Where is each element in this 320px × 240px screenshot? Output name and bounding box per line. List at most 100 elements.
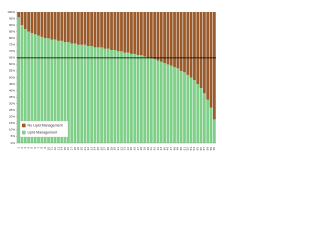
bar-segment bbox=[113, 12, 117, 50]
bar-segment bbox=[60, 40, 64, 143]
bar-segment bbox=[120, 12, 123, 52]
x-tick-label: 21 bbox=[83, 147, 87, 151]
bar-segment bbox=[130, 53, 133, 143]
y-tick-label: 50% bbox=[9, 75, 15, 79]
y-tick-label: 35% bbox=[9, 95, 15, 99]
x-tick-label: 29 bbox=[109, 147, 113, 151]
bar-segment bbox=[76, 12, 80, 45]
x-tick-label: 52 bbox=[186, 147, 190, 151]
y-tick-label: 85% bbox=[9, 29, 15, 33]
bar-segment bbox=[156, 12, 160, 61]
x-tick-label: 58 bbox=[206, 147, 210, 151]
bar-segment bbox=[163, 12, 166, 64]
bar-segment bbox=[43, 38, 47, 144]
bar-segment bbox=[186, 12, 190, 75]
bar-segment bbox=[199, 87, 203, 143]
bar-segment bbox=[93, 12, 97, 48]
x-tick-label: 26 bbox=[99, 147, 103, 151]
bar-segment bbox=[70, 12, 74, 44]
x-tick-label: 43 bbox=[156, 147, 160, 151]
bar-segment bbox=[179, 70, 183, 143]
x-tick-label: 10 bbox=[46, 147, 50, 151]
y-tick-label: 65% bbox=[9, 56, 15, 60]
bar-segment bbox=[53, 12, 57, 40]
bar-segment bbox=[33, 12, 37, 35]
bar-segment bbox=[189, 77, 193, 143]
y-tick-label: 40% bbox=[9, 88, 15, 92]
legend-label: No Lipid Management bbox=[28, 123, 63, 127]
bar-segment bbox=[196, 84, 200, 143]
bar-segment bbox=[50, 39, 54, 144]
x-tick-label: 14 bbox=[60, 147, 64, 151]
x-tick-label: 23 bbox=[89, 147, 93, 151]
bar-segment bbox=[33, 34, 37, 143]
x-tick-label: 13 bbox=[56, 147, 60, 151]
bar-segment bbox=[212, 119, 216, 143]
bar-segment bbox=[70, 43, 74, 143]
bar-segment bbox=[163, 63, 166, 144]
x-tick-label: 1 bbox=[16, 147, 20, 149]
bar-segment bbox=[193, 80, 196, 143]
x-tick-label: 55 bbox=[196, 147, 200, 151]
bar-segment bbox=[120, 51, 123, 143]
x-tick-label: 4 bbox=[26, 147, 30, 149]
y-tick-label: 75% bbox=[9, 43, 15, 47]
bar-segment bbox=[23, 12, 27, 30]
y-tick-label: 45% bbox=[9, 82, 15, 86]
bar-segment bbox=[106, 12, 110, 49]
x-tick-label: 27 bbox=[103, 147, 107, 151]
bar-segment bbox=[206, 12, 210, 100]
bar-segment bbox=[80, 12, 84, 45]
bar-segment bbox=[110, 49, 113, 143]
x-tick-label: 30 bbox=[113, 147, 117, 151]
bar-segment bbox=[40, 36, 44, 143]
bar-segment bbox=[196, 12, 200, 85]
x-tick-label: 37 bbox=[136, 147, 140, 151]
bar-segment bbox=[63, 12, 67, 43]
bar-segment bbox=[47, 12, 50, 39]
bar-segment bbox=[159, 61, 163, 143]
x-tick-label: 41 bbox=[149, 147, 153, 151]
y-tick-label: 95% bbox=[9, 16, 15, 20]
x-tick-label: 50 bbox=[179, 147, 183, 151]
bar-segment bbox=[212, 12, 216, 120]
x-tick-label: 5 bbox=[30, 147, 34, 149]
bar-segment bbox=[106, 48, 110, 143]
x-tick-label: 38 bbox=[139, 147, 143, 151]
bar-segment bbox=[57, 12, 60, 41]
bar-segment bbox=[63, 42, 67, 143]
bar-segment bbox=[43, 12, 47, 39]
bar-segment bbox=[116, 12, 120, 52]
bar-segment bbox=[183, 72, 186, 143]
bar-segment bbox=[103, 48, 107, 143]
bar-segment bbox=[103, 12, 107, 49]
x-tick-label: 56 bbox=[199, 147, 203, 151]
bar-segment bbox=[202, 93, 206, 143]
bar-segment bbox=[60, 12, 64, 41]
bar-segment bbox=[199, 12, 203, 88]
bar-segment bbox=[136, 55, 140, 144]
bar-segment bbox=[133, 12, 137, 54]
bar-segment bbox=[17, 17, 21, 144]
x-tick-label: 48 bbox=[172, 147, 176, 151]
bar-segment bbox=[136, 12, 140, 56]
x-tick-label: 49 bbox=[176, 147, 180, 151]
bar-segment bbox=[126, 52, 130, 143]
bar-segment bbox=[133, 53, 137, 143]
legend-label: Lipid Management bbox=[28, 130, 58, 134]
bar-segment bbox=[126, 12, 130, 53]
bar-segment bbox=[166, 64, 170, 143]
x-tick-label: 2 bbox=[20, 147, 24, 149]
y-tick-label: 70% bbox=[9, 49, 15, 53]
chart: 0% 5% 10% 15% 20% 25% 30% 35% 40% 45% 50% 55% 60% 65%… bbox=[7, 10, 216, 151]
bar-segment bbox=[96, 47, 100, 144]
x-tick-label: 46 bbox=[166, 147, 170, 151]
x-tick-label: 32 bbox=[119, 147, 123, 151]
bar-segment bbox=[156, 60, 160, 143]
bar-segment bbox=[116, 51, 120, 143]
legend-swatch bbox=[22, 130, 26, 135]
x-tick-label: 17 bbox=[70, 147, 74, 151]
bar-segment bbox=[53, 39, 57, 144]
bar-segment bbox=[202, 12, 206, 94]
x-tick-label: 59 bbox=[209, 147, 213, 151]
